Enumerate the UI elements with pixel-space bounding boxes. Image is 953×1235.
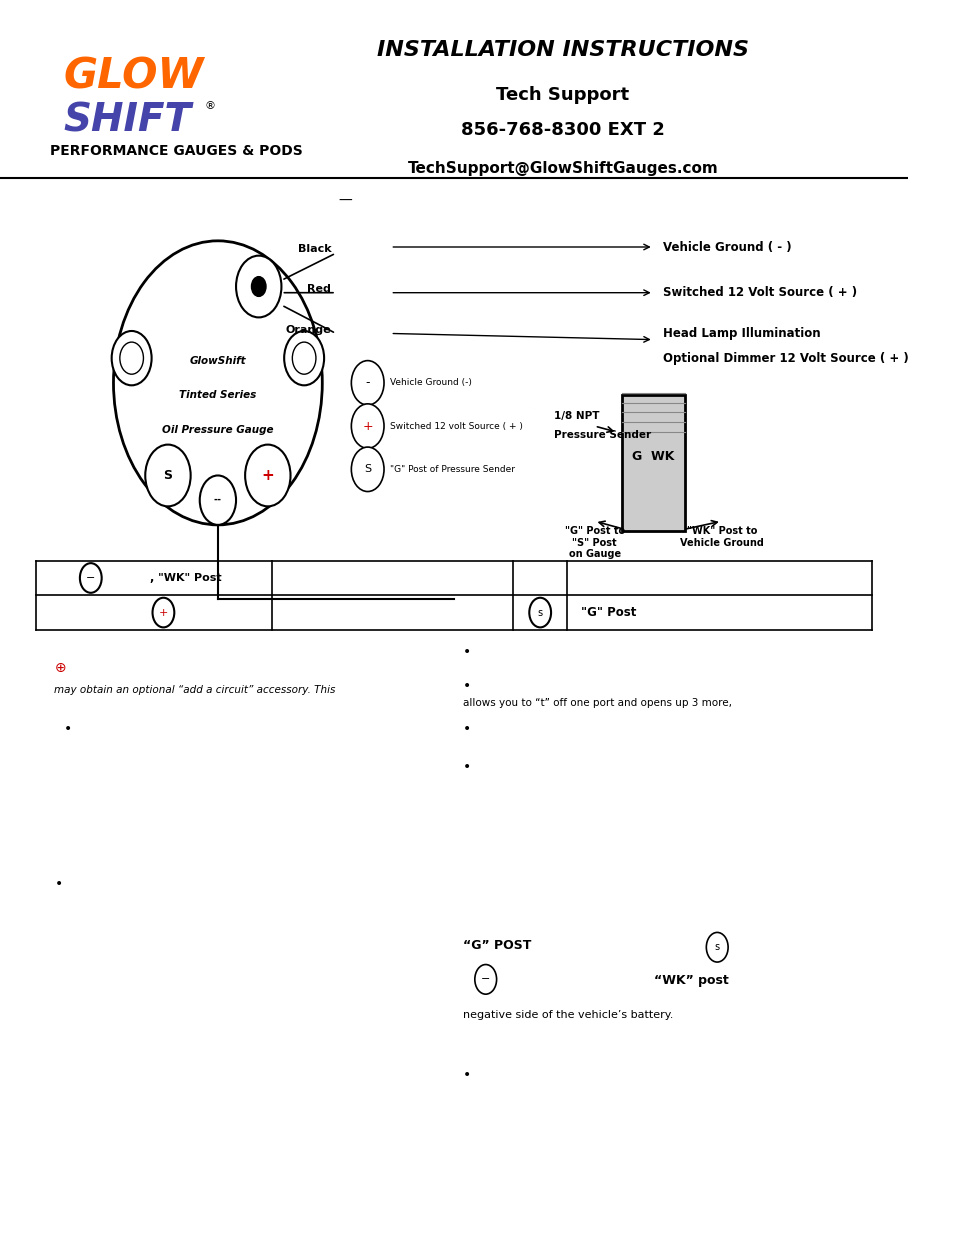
Text: Switched 12 volt Source ( + ): Switched 12 volt Source ( + ) xyxy=(390,421,522,431)
Text: Vehicle Ground ( - ): Vehicle Ground ( - ) xyxy=(662,241,791,253)
Text: Head Lamp Illumination: Head Lamp Illumination xyxy=(662,327,820,340)
Text: —: — xyxy=(337,194,352,207)
Text: --: -- xyxy=(213,495,222,505)
Circle shape xyxy=(235,256,281,317)
Text: •: • xyxy=(64,722,71,736)
Text: “WK” post: “WK” post xyxy=(653,974,728,988)
Text: "WK" Post to
Vehicle Ground: "WK" Post to Vehicle Ground xyxy=(679,526,763,547)
FancyBboxPatch shape xyxy=(621,395,684,531)
Text: •: • xyxy=(462,760,471,773)
Text: s: s xyxy=(714,942,719,952)
Text: •: • xyxy=(54,877,63,890)
Text: •: • xyxy=(462,645,471,658)
Text: GLOW: GLOW xyxy=(64,56,204,98)
Text: +: + xyxy=(261,468,274,483)
Text: "G" Post of Pressure Sender: "G" Post of Pressure Sender xyxy=(390,464,515,474)
Text: Tech Support: Tech Support xyxy=(496,86,629,105)
Circle shape xyxy=(351,361,384,405)
Text: 856-768-8300 EXT 2: 856-768-8300 EXT 2 xyxy=(460,121,664,140)
Circle shape xyxy=(145,445,191,506)
Text: "G" Post to
"S" Post
on Gauge: "G" Post to "S" Post on Gauge xyxy=(564,526,624,559)
Text: G  WK: G WK xyxy=(632,451,674,463)
Circle shape xyxy=(112,331,152,385)
Text: Black: Black xyxy=(297,245,331,254)
Text: S: S xyxy=(364,464,371,474)
Circle shape xyxy=(245,445,291,506)
Text: −: − xyxy=(480,974,490,984)
Text: S: S xyxy=(163,469,172,482)
Text: “G” POST: “G” POST xyxy=(462,939,531,952)
Text: •: • xyxy=(462,1068,471,1082)
Text: +: + xyxy=(158,608,168,618)
Text: Tinted Series: Tinted Series xyxy=(179,390,256,400)
Text: ®: ® xyxy=(204,101,215,111)
Circle shape xyxy=(199,475,235,525)
Text: -: - xyxy=(365,377,370,389)
Text: Oil Pressure Gauge: Oil Pressure Gauge xyxy=(162,425,274,435)
Circle shape xyxy=(351,447,384,492)
Text: negative side of the vehicle’s battery.: negative side of the vehicle’s battery. xyxy=(462,1010,673,1020)
Text: may obtain an optional “add a circuit” accessory. This: may obtain an optional “add a circuit” a… xyxy=(54,685,335,695)
Text: s: s xyxy=(537,608,542,618)
Text: Switched 12 Volt Source ( + ): Switched 12 Volt Source ( + ) xyxy=(662,287,856,299)
Text: Optional Dimmer 12 Volt Source ( + ): Optional Dimmer 12 Volt Source ( + ) xyxy=(662,352,907,364)
Text: PERFORMANCE GAUGES & PODS: PERFORMANCE GAUGES & PODS xyxy=(50,144,302,158)
Text: •: • xyxy=(462,679,471,693)
Text: 1/8 NPT: 1/8 NPT xyxy=(554,411,598,421)
Text: TechSupport@GlowShiftGauges.com: TechSupport@GlowShiftGauges.com xyxy=(407,161,718,175)
Circle shape xyxy=(252,277,266,296)
Circle shape xyxy=(284,331,324,385)
Text: Pressure Sender: Pressure Sender xyxy=(554,430,650,440)
Text: Vehicle Ground (-): Vehicle Ground (-) xyxy=(390,378,472,388)
Text: +: + xyxy=(362,420,373,432)
Text: Orange: Orange xyxy=(286,325,331,335)
Text: allows you to “t” off one port and opens up 3 more,: allows you to “t” off one port and opens… xyxy=(462,698,731,708)
Circle shape xyxy=(351,404,384,448)
Text: GlowShift: GlowShift xyxy=(190,356,246,366)
Text: INSTALLATION INSTRUCTIONS: INSTALLATION INSTRUCTIONS xyxy=(376,40,748,59)
Text: , "WK" Post: , "WK" Post xyxy=(150,573,221,583)
Text: Red: Red xyxy=(307,284,331,294)
Text: SHIFT: SHIFT xyxy=(64,101,192,140)
Text: "G" Post: "G" Post xyxy=(580,606,636,619)
Text: −: − xyxy=(86,573,95,583)
Text: •: • xyxy=(462,722,471,736)
Text: ⊕: ⊕ xyxy=(54,661,66,674)
